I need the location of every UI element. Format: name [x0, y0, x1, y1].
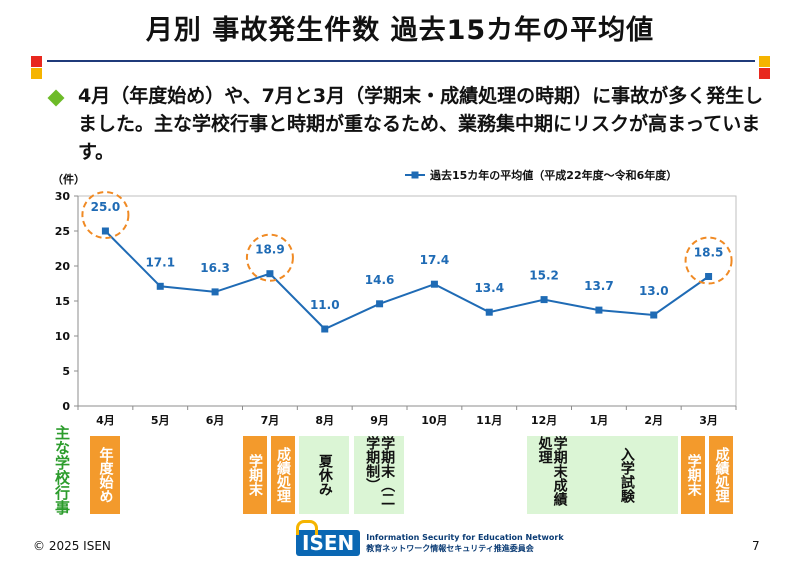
- x-tick-label: 10月: [421, 414, 447, 427]
- data-label: 17.1: [145, 255, 175, 269]
- y-tick-label: 5: [62, 365, 70, 378]
- event-green: 学期末成績処理: [526, 436, 577, 514]
- event-label: 夏休み: [316, 454, 333, 496]
- logo-mark: ISEN: [296, 520, 361, 556]
- event-label: 学期末: [685, 454, 702, 496]
- x-tick-label: 5月: [151, 414, 170, 427]
- plot-area: [77, 195, 737, 407]
- data-point: [430, 280, 438, 288]
- x-tick-label: 1月: [590, 414, 609, 427]
- data-point: [101, 227, 109, 235]
- y-tick-label: 25: [55, 225, 70, 238]
- corner-square-red-right: [759, 68, 770, 79]
- slide-title: 月別 事故発生件数 過去15カ年の平均値: [145, 15, 655, 46]
- data-label: 25.0: [91, 200, 121, 214]
- legend-marker: [411, 171, 419, 179]
- data-point: [211, 288, 219, 296]
- x-tick-label: 2月: [644, 414, 663, 427]
- event-orange: 年度始め: [90, 436, 120, 514]
- data-label: 13.7: [584, 279, 614, 293]
- highlight-circle: [81, 191, 130, 239]
- data-point: [540, 296, 548, 304]
- data-point: [595, 306, 603, 314]
- data-point: [321, 325, 329, 333]
- event-label: 年度始め: [97, 447, 114, 503]
- y-tick-label: 30: [55, 190, 71, 203]
- event-label: 学期末: [247, 454, 263, 496]
- event-orange: 学期末: [681, 436, 706, 514]
- data-label: 18.5: [694, 246, 724, 260]
- event-orange: 学期末: [242, 436, 267, 514]
- event-green: 夏休み: [299, 436, 350, 514]
- legend-label: 過去15カ年の平均値（平成22年度～令和6年度）: [429, 168, 677, 182]
- highlight-circle: [684, 236, 733, 285]
- body-text: 4月（年度始め）や、7月と3月（学期末・成績処理の時期）に事故が多く発生しました…: [78, 85, 764, 163]
- corner-square-yellow-right: [759, 56, 770, 67]
- data-label: 13.0: [639, 284, 669, 298]
- y-tick-label: 0: [62, 400, 70, 413]
- page-number: 7: [752, 539, 760, 553]
- x-tick-label: 7月: [261, 414, 280, 427]
- event-label: 入学試験: [618, 447, 635, 503]
- x-tick-label: 6月: [206, 414, 225, 427]
- data-label: 16.3: [200, 261, 230, 275]
- y-tick-label: 20: [55, 260, 71, 273]
- data-point: [266, 270, 274, 278]
- event-orange: 成績処理: [270, 436, 295, 514]
- x-tick-label: 12月: [531, 414, 557, 427]
- x-tick-label: 8月: [315, 414, 334, 427]
- data-point: [156, 282, 164, 290]
- data-point: [650, 311, 658, 319]
- events-label: 主な学校行事: [53, 425, 71, 515]
- lock-icon: [296, 520, 318, 535]
- data-label: 18.9: [255, 243, 285, 257]
- logo-subtitle-ja: 教育ネットワーク情報セキュリティ推進委員会: [366, 544, 534, 553]
- title-divider: [47, 60, 755, 62]
- data-point: [705, 273, 713, 280]
- logo-subtitle: Information Security for Education Netwo…: [366, 532, 563, 554]
- isen-logo: ISEN Information Security for Education …: [296, 520, 564, 561]
- data-point: [376, 300, 384, 308]
- event-green: 入学試験: [574, 436, 679, 514]
- x-tick-label: 3月: [699, 414, 718, 427]
- data-point: [485, 308, 493, 316]
- event-label: 成績処理: [275, 447, 291, 503]
- data-label: 17.4: [420, 253, 450, 267]
- event-label: 成績処理: [713, 447, 730, 503]
- x-tick-label: 4月: [96, 414, 115, 427]
- data-label: 14.6: [365, 273, 395, 287]
- corner-square-yellow-left: [31, 68, 42, 79]
- y-axis-label: （件）: [52, 172, 85, 186]
- x-tick-label: 9月: [370, 414, 389, 427]
- corner-square-red-left: [31, 56, 42, 67]
- x-tick-label: 11月: [476, 414, 502, 427]
- footer-copyright: © 2025 ISEN: [33, 539, 111, 553]
- event-orange: 成績処理: [709, 436, 734, 514]
- event-green: 学期末（二学期制）: [354, 436, 405, 514]
- event-label: 学期末成績処理: [536, 436, 568, 506]
- series-line: [104, 230, 710, 331]
- data-label: 11.0: [310, 298, 340, 312]
- data-label: 13.4: [474, 281, 504, 295]
- data-label: 15.2: [529, 269, 559, 283]
- logo-subtitle-en: Information Security for Education Netwo…: [366, 533, 564, 542]
- y-tick-label: 15: [55, 295, 70, 308]
- y-tick-label: 10: [55, 330, 71, 343]
- highlight-circle: [245, 233, 294, 282]
- event-label: 学期末（二学期制）: [364, 436, 396, 506]
